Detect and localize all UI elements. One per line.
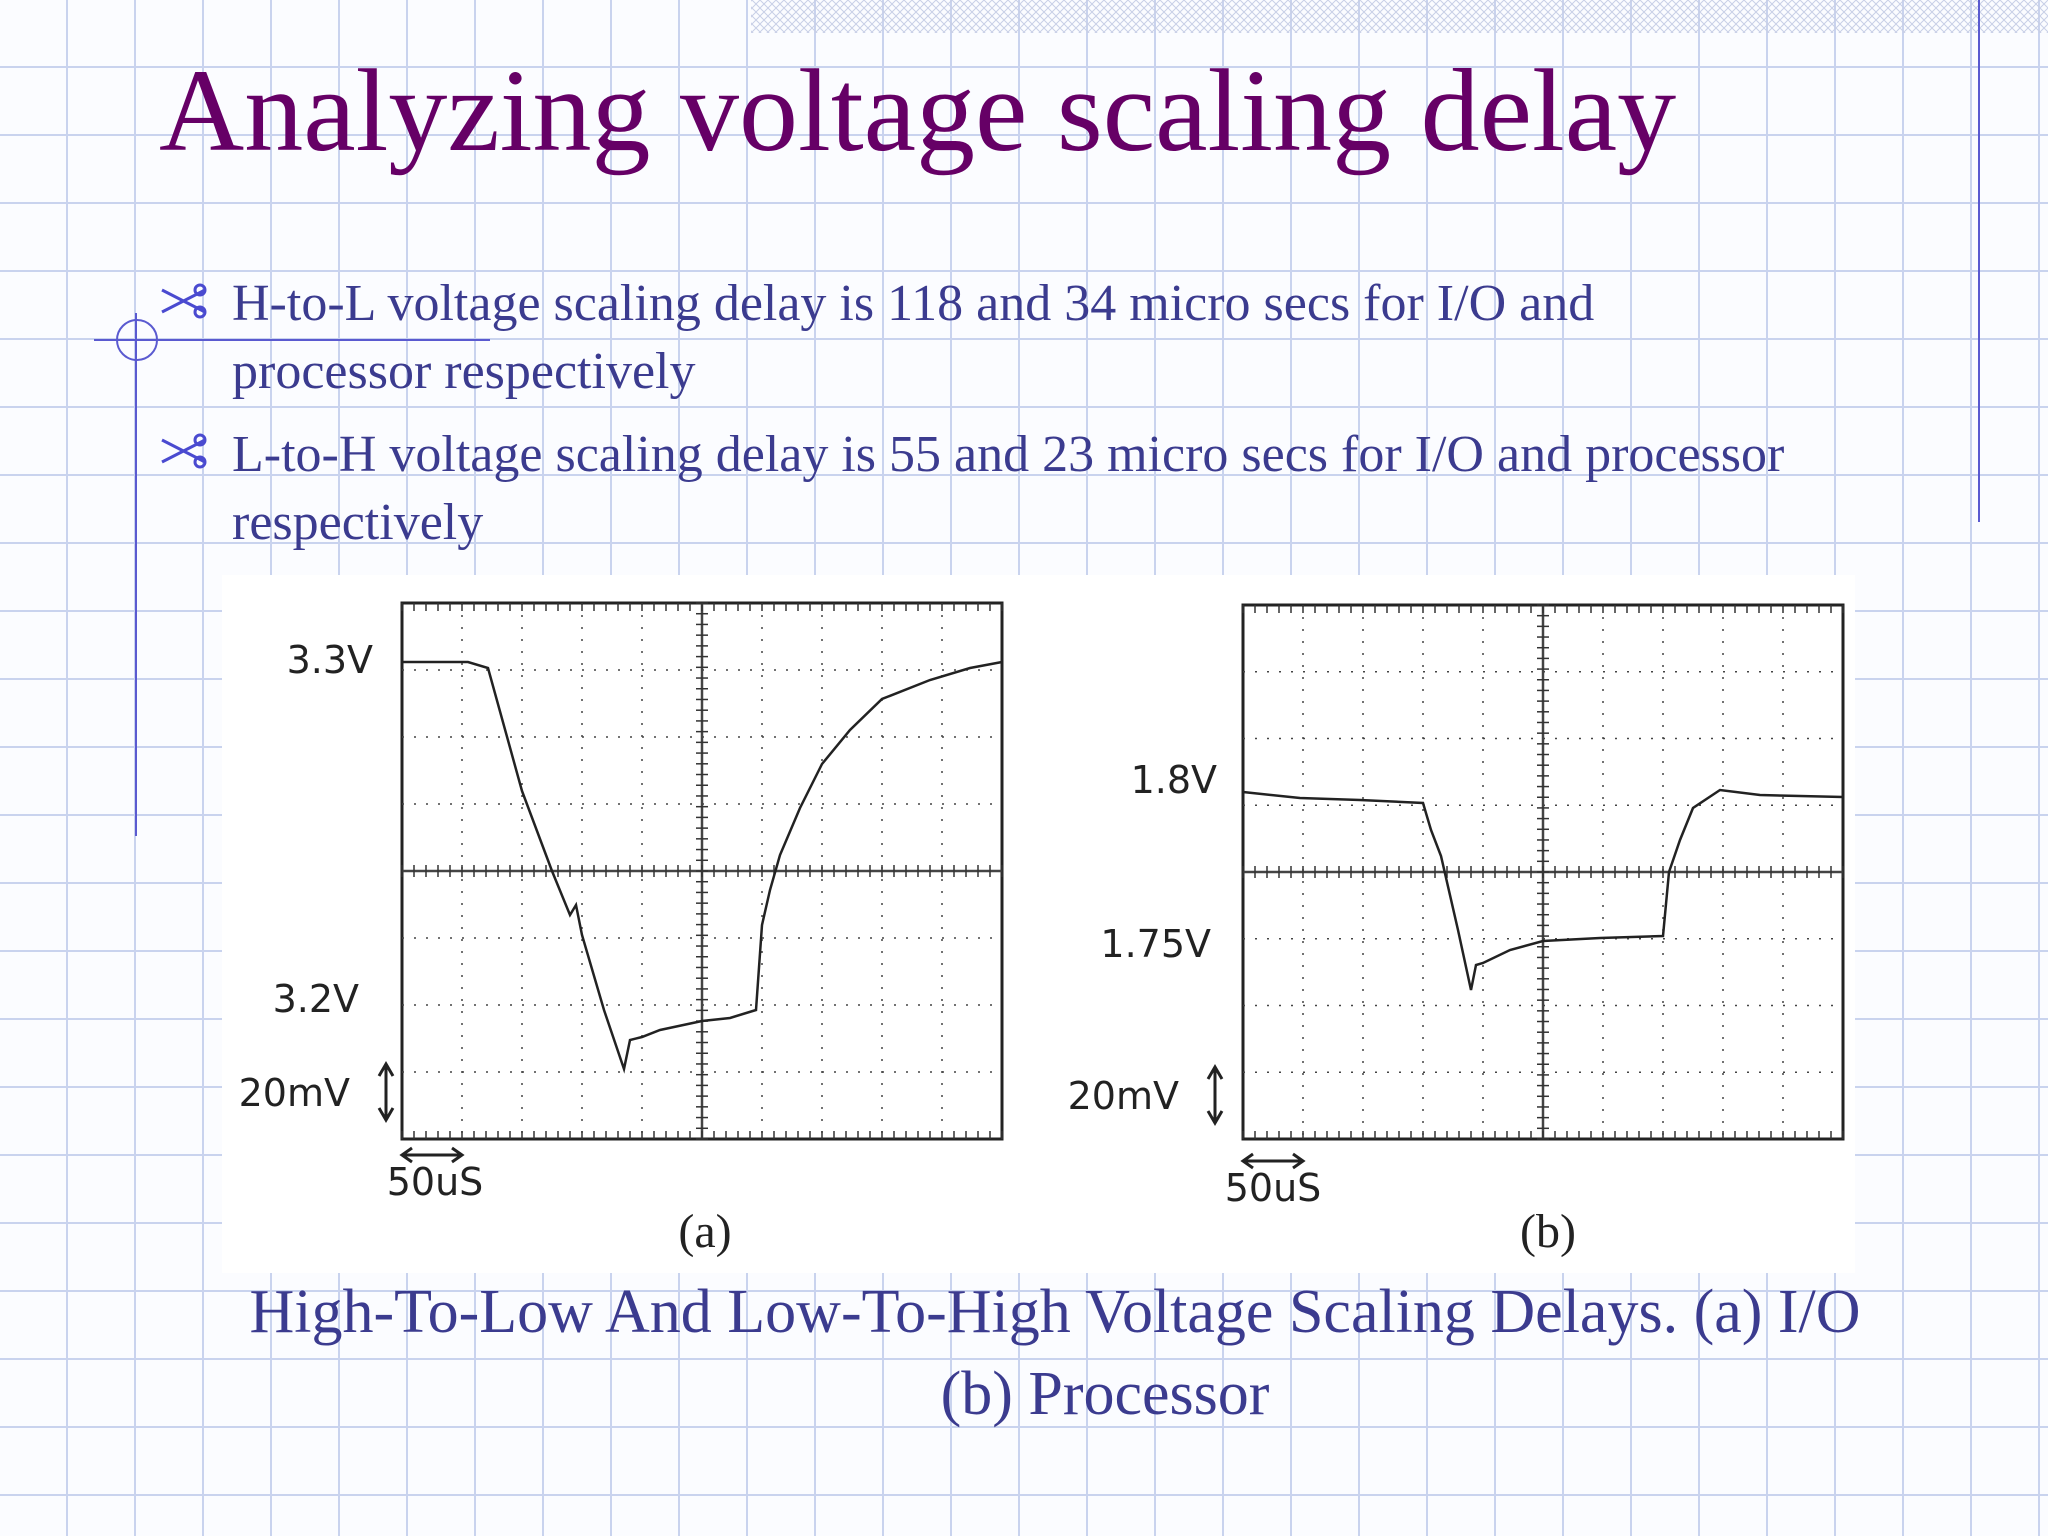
bullet-text: L-to-H voltage scaling delay is 55 and 2… (232, 426, 1785, 551)
waveform (1242, 788, 1844, 991)
time-scale-label: 50uS (1225, 1166, 1322, 1210)
figure-tag: (a) (678, 1205, 731, 1258)
time-scale-label: 50uS (387, 1160, 484, 1204)
bullet-icon (161, 283, 207, 319)
level-label: 3.3V (287, 638, 373, 682)
bullet-icon (161, 433, 207, 469)
volt-scale-arrow (1206, 1064, 1224, 1126)
level-label: 1.75V (1100, 922, 1211, 966)
waveform (402, 660, 1003, 1074)
time-scale-arrow (399, 1146, 465, 1164)
bullet-text: H-to-L voltage scaling delay is 118 and … (232, 275, 1595, 400)
level-label: 3.2V (273, 977, 359, 1021)
slide-title: Analyzing voltage scaling delay (159, 45, 1676, 176)
figure-panels: 3.3V 3.2V 20mV 50uS (a) 1.8V 1.75V 20mV 50uS (b) (239, 601, 1845, 1258)
header-band (751, 0, 2048, 33)
figure-tag: (b) (1520, 1205, 1576, 1258)
time-scale-arrow (1240, 1152, 1306, 1170)
volt-scale-label: 20mV (239, 1071, 350, 1115)
caption-line: High-To-Low And Low-To-High Voltage Scal… (249, 1278, 1860, 1346)
level-label: 1.8V (1131, 758, 1217, 802)
deco-circle (116, 319, 158, 361)
caption-line: (b) Processor (941, 1360, 1270, 1428)
volt-scale-label: 20mV (1068, 1074, 1179, 1118)
volt-scale-arrow (377, 1061, 395, 1123)
